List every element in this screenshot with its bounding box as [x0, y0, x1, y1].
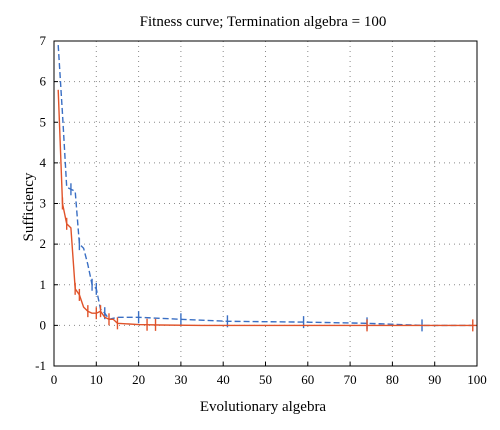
y-tick-label: 2 — [40, 236, 47, 251]
chart-title: Fitness curve; Termination algebra = 100 — [140, 14, 387, 30]
x-tick-label: 40 — [217, 372, 230, 387]
series-2-line — [57, 89, 477, 327]
series-1-line — [57, 45, 473, 327]
x-tick-label: 0 — [51, 372, 58, 387]
y-tick-label: 7 — [40, 33, 47, 48]
axis-ticks: 0 10 20 30 40 50 60 70 80 90 100 -1 0 1 2 3 4 5 6 7 — [35, 33, 487, 387]
y-tick-label: 3 — [40, 196, 47, 211]
x-tick-label: 100 — [467, 372, 487, 387]
x-tick-label: 80 — [386, 372, 399, 387]
y-tick-label: 6 — [40, 74, 47, 89]
y-axis-label: Sufficiency — [21, 172, 37, 241]
plot-frame — [53, 40, 478, 367]
x-tick-label: 50 — [259, 372, 272, 387]
x-tick-label: 20 — [132, 372, 145, 387]
x-tick-label: 10 — [90, 372, 103, 387]
x-tick-label: 30 — [174, 372, 187, 387]
plot-series — [57, 45, 477, 332]
y-tick-label: 5 — [40, 114, 47, 129]
grid — [54, 41, 477, 366]
x-axis-label: Evolutionary algebra — [200, 399, 327, 415]
x-tick-label: 70 — [344, 372, 357, 387]
x-tick-label: 60 — [301, 372, 314, 387]
y-tick-label: 4 — [40, 155, 47, 170]
y-tick-label: 1 — [40, 277, 47, 292]
y-tick-label: 0 — [40, 317, 47, 332]
x-tick-label: 90 — [428, 372, 441, 387]
y-tick-label: -1 — [35, 358, 46, 373]
